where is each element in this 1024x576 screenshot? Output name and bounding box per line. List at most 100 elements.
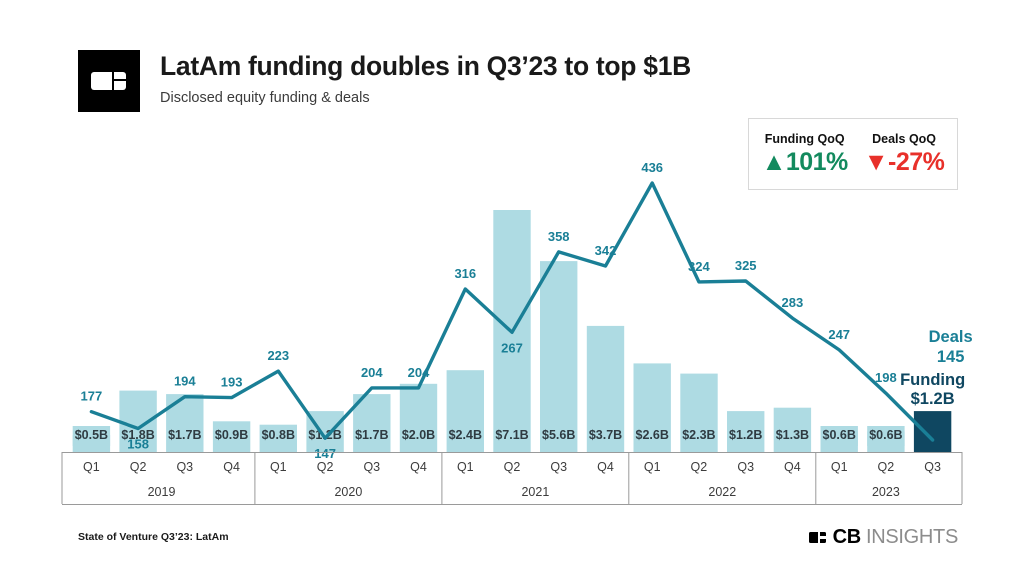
- brand-cb: CB: [832, 526, 862, 548]
- line-value-label: 267: [501, 340, 523, 355]
- bar-value-label: $1.2B: [308, 428, 341, 442]
- bar-value-label: $1.3B: [776, 428, 809, 442]
- axis-quarter-label: Q3: [737, 460, 754, 474]
- bar-Q3-18[interactable]: [913, 411, 952, 452]
- bar-value-labels: $0.5B $1.8B $1.7B $0.9B $0.8B $1.2B $1.7B $2.0B…: [72, 426, 905, 446]
- funding-annotation: Funding$1.2B: [900, 371, 965, 408]
- cb-insights-wordmark: CB INSIGHTS: [808, 526, 958, 549]
- axis-quarter-label: Q2: [130, 460, 147, 474]
- line-value-label: 177: [81, 389, 103, 404]
- bar-value-label: $7.1B: [495, 428, 528, 442]
- line-value-label: 324: [688, 259, 710, 274]
- page-subtitle: Disclosed equity funding & deals: [160, 90, 370, 107]
- line-value-label: 193: [221, 375, 243, 390]
- line-value-label: 436: [641, 160, 663, 175]
- axis-quarter-label: Q4: [223, 460, 240, 474]
- deals-line-series[interactable]: [89, 181, 935, 442]
- funding-annotation-value: $1.2B: [911, 390, 955, 408]
- qoq-callout-box: Funding QoQ ▲101% Deals QoQ ▼-27%: [748, 118, 958, 190]
- bar-Q1-12[interactable]: [633, 363, 671, 452]
- bar-Q2-17[interactable]: [867, 431, 905, 453]
- bar-label-chip: [867, 426, 905, 446]
- bar-Q4-11[interactable]: [586, 325, 625, 452]
- axis-quarter-label: Q1: [831, 460, 848, 474]
- bar-value-label: $2.3B: [682, 428, 715, 442]
- deals-qoq-stat: Deals QoQ ▼-27%: [864, 132, 945, 177]
- line-value-labels: 177 158 194 193 223 147 204 204 316 267 358 342 436 3…: [81, 160, 897, 461]
- axis-quarter-label: Q2: [691, 460, 708, 474]
- bar-Q2-1[interactable]: [119, 390, 157, 452]
- bar-value-label: $3.7B: [589, 428, 622, 442]
- deals-qoq-value: ▼-27%: [863, 147, 945, 176]
- axis-year-label: 2023: [872, 485, 900, 499]
- chart-header: LatAm funding doubles in Q3’23 to top $1…: [78, 50, 691, 112]
- bar-value-label: $0.8B: [262, 428, 295, 442]
- brand-insights: INSIGHTS: [865, 526, 958, 548]
- bar-label-chip: [820, 426, 858, 446]
- bar-value-label: $1.2B: [729, 428, 762, 442]
- bar-Q3-6[interactable]: [353, 394, 391, 452]
- bar-label-chip: [72, 426, 111, 446]
- line-value-label: 223: [267, 348, 289, 363]
- axis-quarter-label: Q1: [644, 460, 661, 474]
- bar-Q4-3[interactable]: [212, 421, 251, 452]
- axis-quarter-label: Q3: [176, 460, 193, 474]
- deals-annotation: Deals 145: [929, 328, 973, 366]
- bar-value-label: $2.0B: [402, 428, 435, 442]
- bar-value-label: $1.7B: [355, 428, 388, 442]
- cb-insights-grid-icon: [78, 50, 140, 112]
- bar-Q3-2[interactable]: [166, 394, 204, 452]
- bar-Q2-9[interactable]: [493, 210, 531, 452]
- bar-value-label: $2.4B: [449, 428, 482, 442]
- bar-value-label: $0.9B: [215, 428, 248, 442]
- bar-series: [72, 210, 952, 453]
- cb-insights-grid-icon: [808, 530, 826, 545]
- line-value-label: 194: [174, 374, 196, 389]
- bar-Q1-8[interactable]: [446, 370, 484, 452]
- deals-qoq-label: Deals QoQ: [872, 131, 937, 146]
- line-value-label: 247: [828, 327, 850, 342]
- bar-Q1-0[interactable]: [72, 435, 111, 452]
- bar-Q3-14[interactable]: [727, 411, 765, 452]
- title-block: LatAm funding doubles in Q3’23 to top $1…: [160, 50, 691, 106]
- bar-Q1-16[interactable]: [820, 431, 858, 453]
- line-value-label: 158: [127, 437, 149, 452]
- line-value-label: 204: [361, 365, 383, 380]
- funding-annotation-label: Funding: [900, 371, 965, 389]
- axis-quarter-label: Q1: [270, 460, 287, 474]
- source-note: State of Venture Q3’23: LatAm: [78, 531, 229, 543]
- line-value-label: 342: [595, 243, 617, 258]
- line-value-label: 325: [735, 258, 757, 273]
- axis-quarter-label: Q2: [878, 460, 895, 474]
- bar-Q2-13[interactable]: [680, 373, 718, 452]
- axis-quarter-label: Q4: [410, 460, 427, 474]
- bar-value-label: $0.6B: [869, 428, 902, 442]
- axis-quarter-label: Q3: [550, 460, 567, 474]
- axis-year-label: 2021: [521, 485, 549, 499]
- bar-Q4-7[interactable]: [399, 383, 438, 452]
- line-value-label: 198: [875, 370, 897, 385]
- line-value-label: 147: [314, 446, 336, 461]
- axis-quarter-label: Q3: [363, 460, 380, 474]
- bar-value-label: $1.8B: [121, 428, 154, 442]
- axis-quarter-label: Q1: [457, 460, 474, 474]
- line-value-label: 358: [548, 229, 570, 244]
- bar-value-label: $1.7B: [168, 428, 201, 442]
- bar-value-label: $2.6B: [636, 428, 669, 442]
- x-axis: Q1 Q2 Q3 Q4 Q1 Q2 Q3 Q4 Q1 Q2 Q3 Q4 Q1 Q2 Q3 Q4 Q1 Q2 Q320…: [61, 452, 963, 505]
- axis-year-label: 2022: [708, 485, 736, 499]
- bar-Q2-5[interactable]: [306, 411, 344, 452]
- page-title: LatAm funding doubles in Q3’23 to top $1…: [160, 51, 691, 81]
- bar-Q3-10[interactable]: [540, 261, 578, 452]
- bar-Q1-4[interactable]: [259, 424, 297, 452]
- bar-value-label: $0.5B: [75, 428, 108, 442]
- line-value-label: 204: [408, 365, 430, 380]
- deals-annotation-label: Deals: [929, 328, 973, 346]
- axis-quarter-label: Q4: [597, 460, 614, 474]
- funding-qoq-value: ▲101%: [761, 147, 849, 176]
- line-value-label: 316: [454, 266, 476, 281]
- axis-quarter-label: Q2: [317, 460, 334, 474]
- axis-quarter-label: Q2: [504, 460, 521, 474]
- axis-year-label: 2020: [334, 485, 362, 499]
- bar-Q4-15[interactable]: [773, 407, 812, 452]
